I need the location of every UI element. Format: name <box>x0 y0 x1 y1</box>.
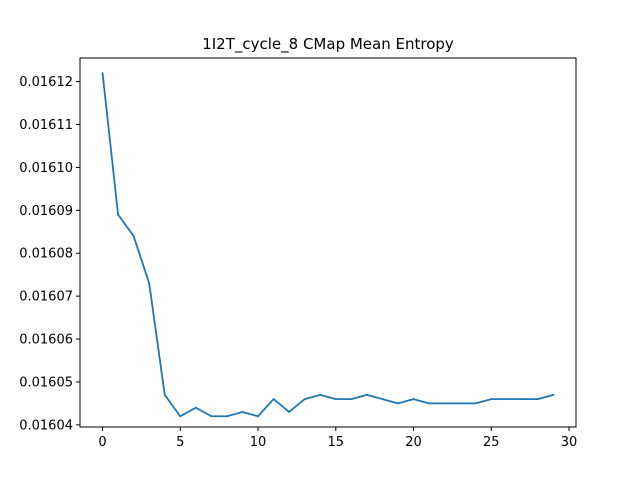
data-point <box>552 393 555 396</box>
data-point <box>210 415 213 418</box>
data-point <box>132 235 135 237</box>
data-point <box>474 402 477 405</box>
chart-title: 1I2T_cycle_8 CMap Mean Entropy <box>202 35 454 54</box>
data-point <box>241 411 244 413</box>
y-tick-label: 0.01604 <box>19 418 73 433</box>
x-tick-label: 30 <box>561 435 578 450</box>
data-point <box>459 402 462 405</box>
data-point <box>334 398 337 401</box>
x-tick-label: 25 <box>483 435 500 450</box>
data-point <box>163 393 166 396</box>
y-axis: 0.01604 0.01605 0.01606 0.01607 0.01608 0.016… <box>19 75 80 433</box>
data-point <box>257 415 259 418</box>
plot-area-frame <box>79 57 577 428</box>
y-tick-label: 0.01606 <box>19 333 73 348</box>
y-tick-label: 0.01611 <box>19 118 73 133</box>
data-point <box>443 402 446 405</box>
x-axis: 0 5 10 15 20 25 30 <box>98 427 577 450</box>
series-layer <box>101 72 555 418</box>
data-point <box>428 402 430 405</box>
y-tick-label: 0.01610 <box>19 161 73 176</box>
y-tick-label: 0.01608 <box>19 247 73 262</box>
data-point <box>303 398 306 401</box>
series-line <box>101 72 554 418</box>
data-point <box>397 402 399 405</box>
data-point <box>381 398 384 401</box>
data-point <box>117 213 119 216</box>
data-point <box>226 415 228 418</box>
data-point <box>101 72 104 74</box>
data-point <box>194 406 197 409</box>
data-point <box>505 398 508 401</box>
y-tick-label: 0.01612 <box>19 75 73 90</box>
data-point <box>412 398 415 401</box>
y-tick-label: 0.01607 <box>19 290 73 305</box>
x-tick-label: 20 <box>405 435 422 450</box>
y-tick-label: 0.01609 <box>19 204 73 219</box>
data-point <box>365 393 368 396</box>
x-tick-label: 0 <box>98 435 106 450</box>
x-tick-label: 5 <box>176 435 184 450</box>
data-point <box>179 415 182 418</box>
x-tick-label: 10 <box>250 435 267 450</box>
data-point <box>537 398 539 401</box>
data-point <box>350 398 353 401</box>
data-point <box>490 398 493 401</box>
data-point <box>319 393 322 396</box>
data-point <box>148 282 151 285</box>
data-point <box>521 398 524 401</box>
data-point <box>272 398 275 401</box>
data-point <box>288 411 291 413</box>
x-tick-label: 15 <box>328 435 345 450</box>
y-tick-label: 0.01605 <box>19 375 73 390</box>
